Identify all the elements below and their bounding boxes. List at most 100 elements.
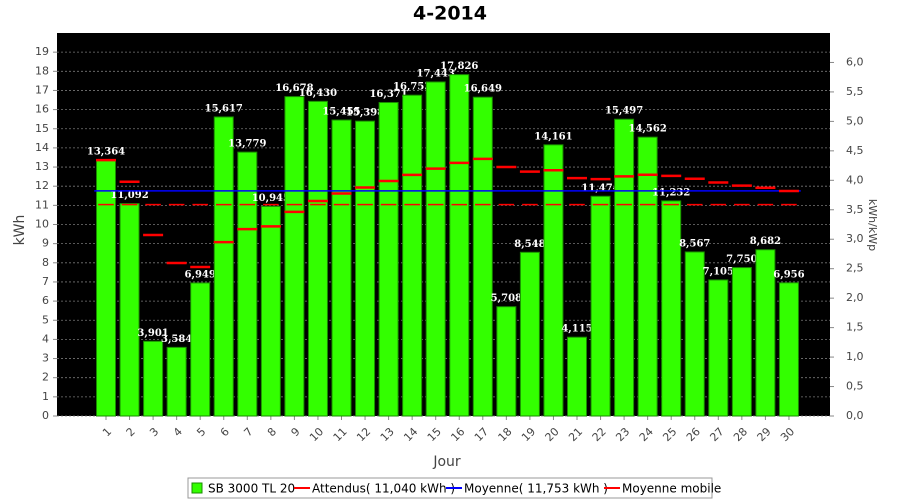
y-tick-label: 7 bbox=[42, 275, 49, 288]
legend-swatch bbox=[191, 482, 203, 494]
value-label: 11,232 bbox=[652, 187, 690, 198]
y-tick-label: 13 bbox=[35, 160, 49, 173]
value-label: 6,956 bbox=[773, 269, 804, 280]
value-label: 13,364 bbox=[87, 147, 125, 158]
y2-tick-label: 2,0 bbox=[846, 291, 864, 304]
value-label: 11,474 bbox=[581, 183, 619, 194]
y-tick-label: 14 bbox=[35, 141, 49, 154]
legend-label: Moyenne( 11,753 kWh ) bbox=[464, 482, 608, 496]
y2-axis-title: kWh/kWp bbox=[866, 199, 879, 251]
value-label: 16,430 bbox=[299, 88, 337, 99]
x-tick-label: 7 bbox=[241, 425, 255, 439]
bar bbox=[731, 267, 752, 417]
y2-tick-label: 4,0 bbox=[846, 173, 864, 186]
bar bbox=[590, 195, 611, 417]
bar bbox=[614, 118, 635, 417]
value-label: 14,161 bbox=[534, 131, 572, 142]
x-tick-label: 12 bbox=[354, 425, 373, 444]
y-tick-label: 18 bbox=[35, 64, 49, 77]
x-tick-label: 30 bbox=[778, 425, 797, 444]
y-tick-label: 10 bbox=[35, 218, 49, 231]
x-tick-label: 9 bbox=[289, 425, 303, 439]
x-tick-label: 29 bbox=[755, 425, 774, 444]
bar bbox=[307, 100, 328, 417]
x-tick-label: 1 bbox=[100, 425, 114, 439]
x-tick-label: 2 bbox=[124, 425, 138, 439]
y-tick-label: 16 bbox=[35, 103, 49, 116]
bar bbox=[708, 279, 729, 417]
bar bbox=[166, 346, 187, 417]
value-label: 5,708 bbox=[491, 293, 522, 304]
value-label: 11,092 bbox=[110, 190, 148, 201]
bar bbox=[402, 94, 423, 417]
x-tick-label: 4 bbox=[171, 425, 185, 439]
y-tick-label: 4 bbox=[42, 332, 49, 345]
value-label: 4,115 bbox=[561, 324, 592, 335]
y-tick-label: 17 bbox=[35, 83, 49, 96]
bar bbox=[472, 96, 493, 417]
value-label: 17,443 bbox=[417, 68, 455, 79]
value-label: 3,901 bbox=[137, 328, 168, 339]
bar bbox=[237, 151, 258, 417]
bar bbox=[331, 119, 352, 417]
value-label: 8,567 bbox=[679, 238, 710, 249]
bar bbox=[778, 282, 799, 417]
y2-tick-label: 1,0 bbox=[846, 350, 864, 363]
x-tick-label: 13 bbox=[378, 425, 397, 444]
bar bbox=[661, 200, 682, 417]
bar bbox=[449, 74, 470, 417]
x-tick-label: 11 bbox=[331, 425, 350, 444]
value-label: 7,750 bbox=[726, 254, 757, 265]
value-label: 3,584 bbox=[161, 334, 192, 345]
y-tick-label: 1 bbox=[42, 390, 49, 403]
value-label: 14,562 bbox=[629, 124, 667, 135]
x-tick-label: 22 bbox=[590, 425, 609, 444]
bar bbox=[567, 336, 587, 417]
value-label: 7,105 bbox=[703, 266, 734, 277]
y-tick-label: 12 bbox=[35, 179, 49, 192]
legend-label: SB 3000 TL 20 bbox=[208, 482, 295, 496]
y2-tick-label: 1,5 bbox=[846, 321, 864, 334]
bar bbox=[119, 203, 140, 417]
y2-tick-label: 0,5 bbox=[846, 380, 864, 393]
value-label: 15,497 bbox=[605, 106, 643, 117]
value-label: 6,949 bbox=[185, 269, 216, 280]
value-label: 8,682 bbox=[750, 236, 781, 247]
legend-label: Moyenne mobile bbox=[622, 482, 721, 496]
value-label: 17,826 bbox=[440, 61, 478, 72]
y2-tick-label: 5,5 bbox=[846, 85, 864, 98]
x-tick-label: 24 bbox=[637, 425, 656, 444]
bar bbox=[543, 144, 564, 417]
bar bbox=[143, 340, 164, 417]
bar bbox=[190, 282, 211, 417]
x-tick-label: 3 bbox=[147, 425, 161, 439]
bar bbox=[637, 136, 658, 417]
value-label: 10,945 bbox=[252, 193, 290, 204]
value-label: 15,398 bbox=[346, 108, 384, 119]
value-label: 16,753 bbox=[393, 82, 431, 93]
y2-tick-label: 3,5 bbox=[846, 203, 864, 216]
y-tick-label: 19 bbox=[35, 45, 49, 58]
bar bbox=[755, 249, 776, 417]
y-tick-label: 15 bbox=[35, 122, 49, 135]
x-tick-label: 26 bbox=[684, 425, 703, 444]
y-tick-label: 0 bbox=[42, 409, 49, 422]
x-tick-label: 18 bbox=[496, 425, 515, 444]
y-tick-label: 6 bbox=[42, 294, 49, 307]
legend-label: Attendus( 11,040 kWh ) bbox=[312, 482, 455, 496]
y-tick-label: 3 bbox=[42, 352, 49, 365]
y-axis-title: kWh bbox=[12, 215, 28, 246]
value-label: 13,779 bbox=[228, 139, 266, 150]
x-tick-label: 8 bbox=[265, 425, 279, 439]
bar bbox=[355, 120, 376, 417]
x-tick-label: 20 bbox=[543, 425, 562, 444]
y2-tick-label: 3,0 bbox=[846, 232, 864, 245]
x-tick-label: 28 bbox=[731, 425, 750, 444]
chart-title: 4-2014 bbox=[413, 3, 487, 25]
bar bbox=[425, 81, 446, 417]
x-tick-label: 17 bbox=[472, 425, 491, 444]
y-tick-label: 5 bbox=[42, 313, 49, 326]
y2-tick-label: 6,0 bbox=[846, 55, 864, 68]
value-label: 15,455 bbox=[322, 107, 360, 118]
